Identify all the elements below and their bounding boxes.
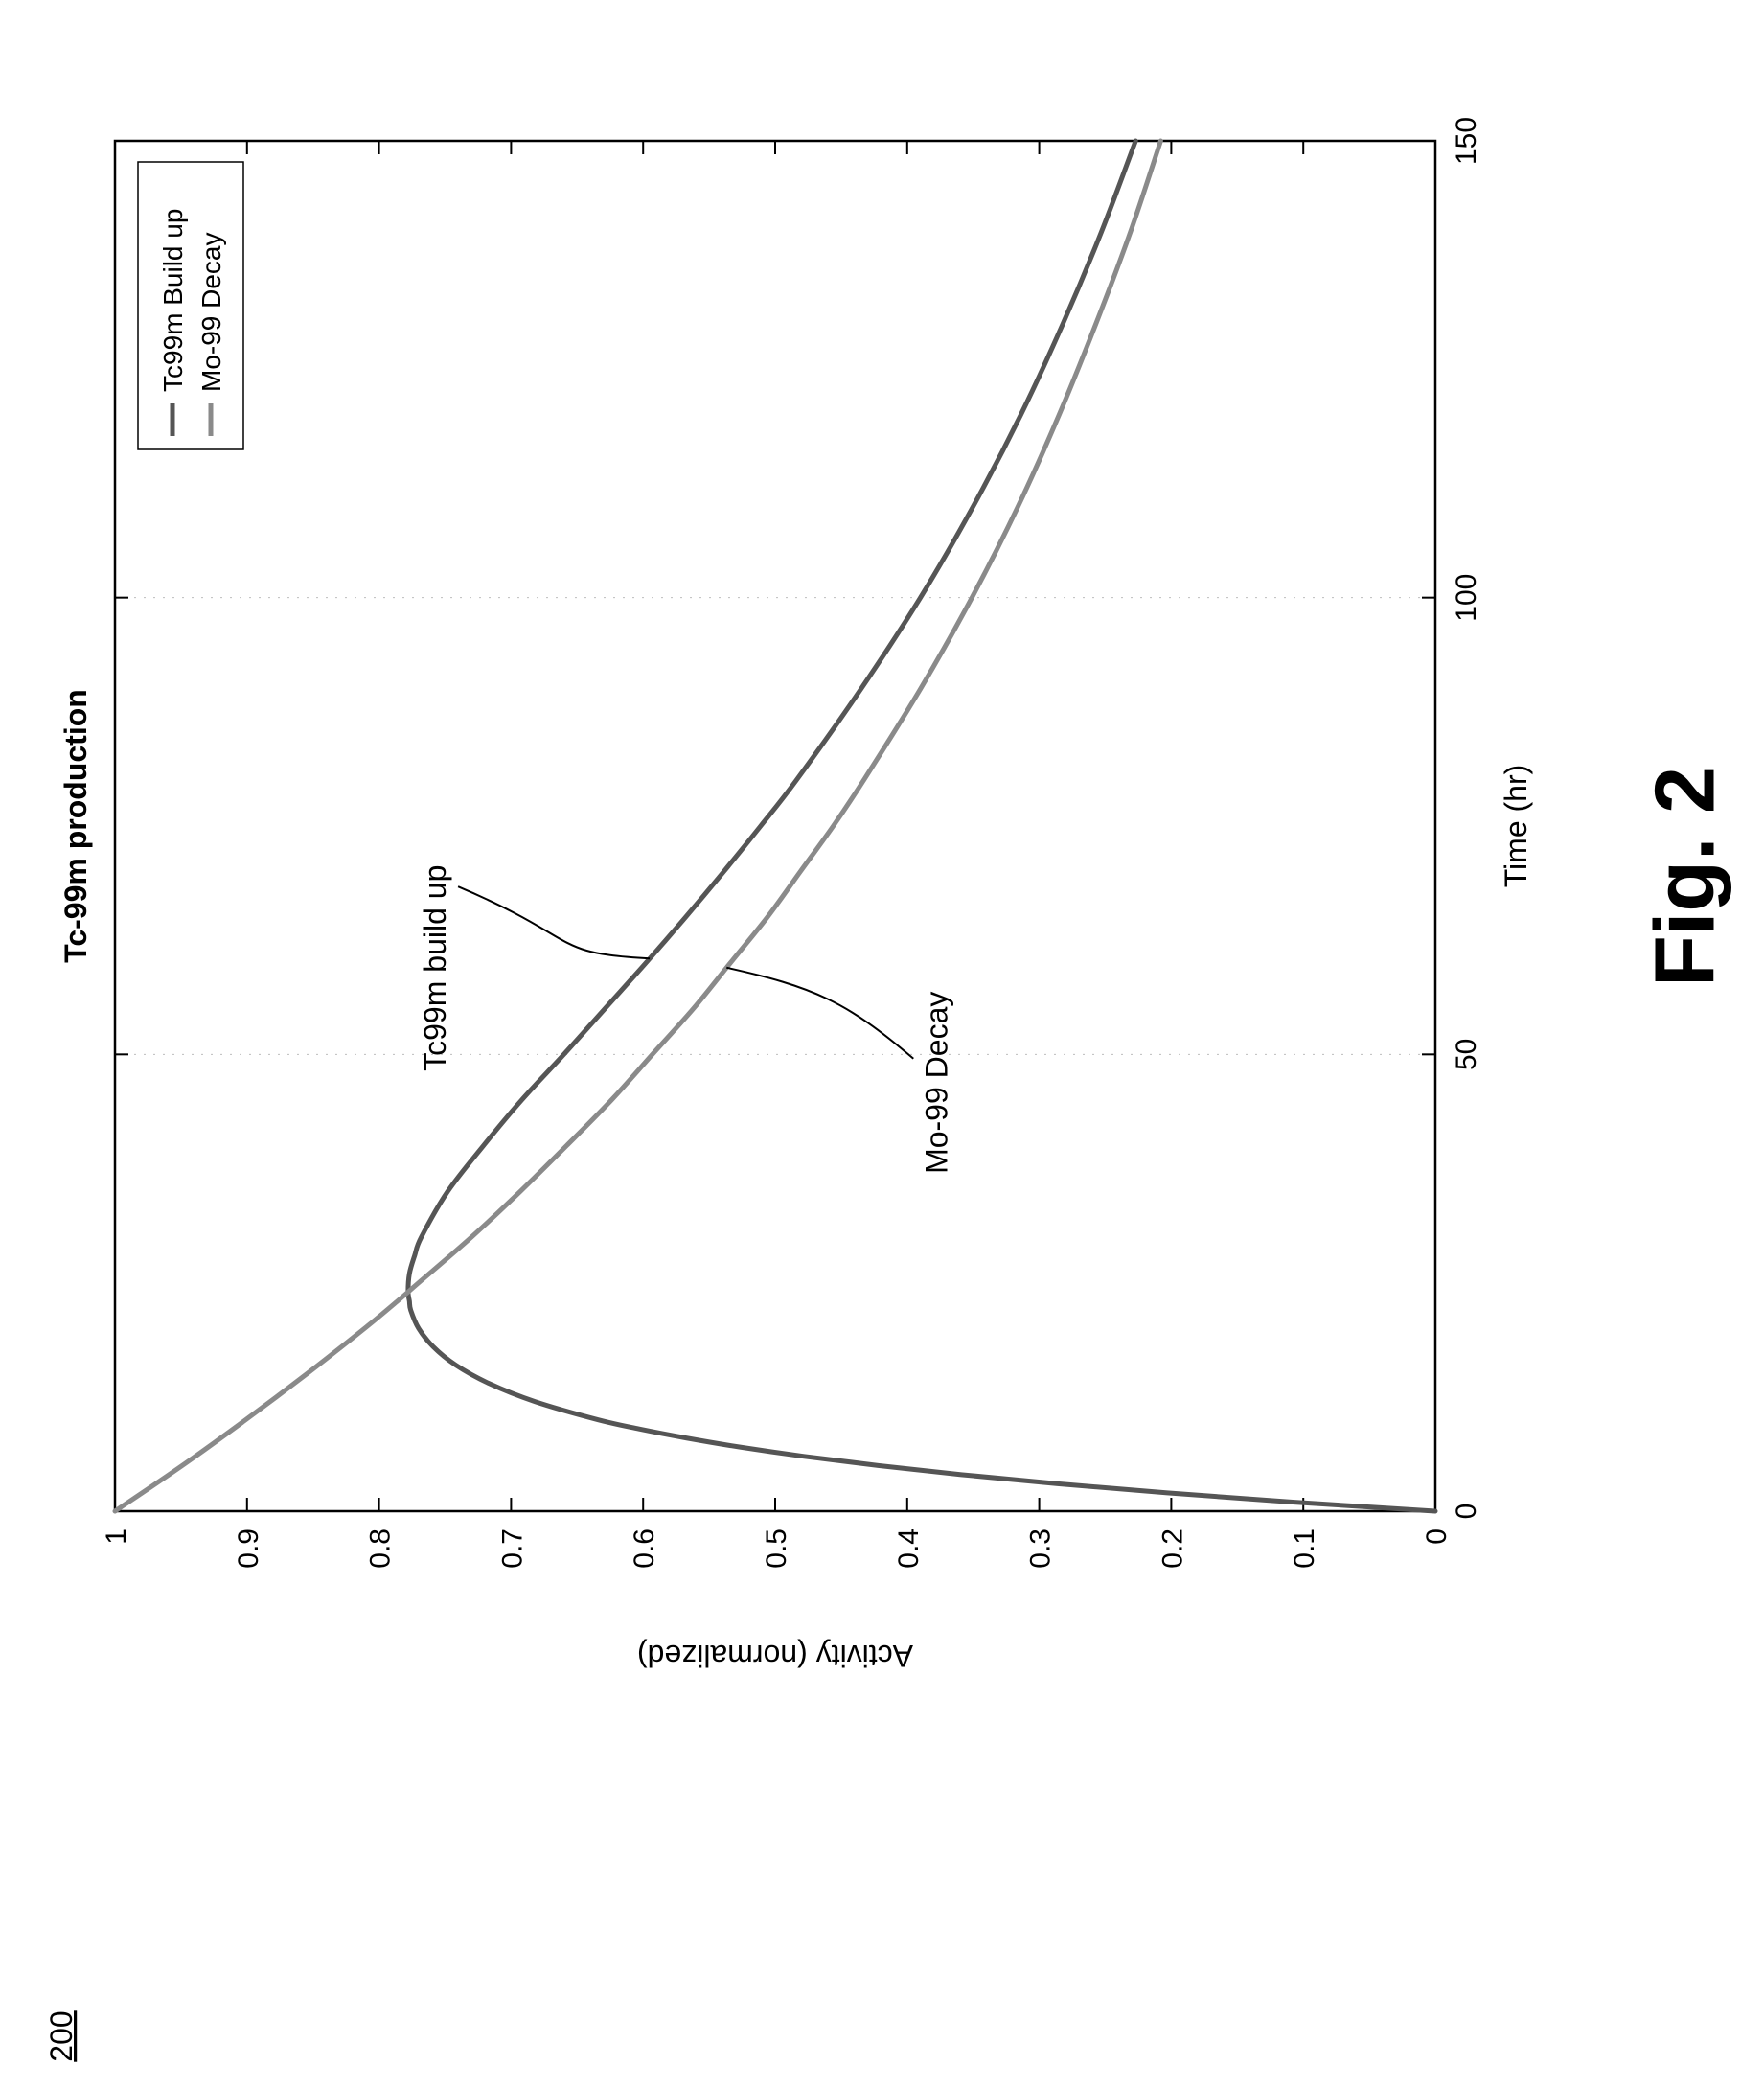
x-axis-label: Time (hr) bbox=[1499, 765, 1533, 888]
x-tick-label: 150 bbox=[1451, 117, 1482, 165]
legend-box bbox=[137, 161, 244, 450]
legend: Tc99m Build up Mo-99 Decay bbox=[137, 161, 244, 450]
y-tick-label: 0.1 bbox=[1289, 1528, 1320, 1569]
y-tick-label: 0.2 bbox=[1157, 1528, 1188, 1569]
legend-entry: Mo-99 Decay bbox=[196, 232, 226, 392]
x-tick-label: 50 bbox=[1451, 1039, 1482, 1070]
series-line-tc99m-build-up bbox=[405, 138, 1438, 1514]
y-tick-label: 0 bbox=[1421, 1528, 1453, 1545]
annotation-tc99m-build-up: Tc99m build up bbox=[418, 865, 452, 1071]
figure-label: Fig. 2 bbox=[1637, 767, 1731, 987]
annotations-layer: Tc99m build up Mo-99 Decay bbox=[418, 865, 953, 1174]
x-tick-label: 100 bbox=[1451, 574, 1482, 622]
y-tick-label: 0.4 bbox=[893, 1528, 925, 1569]
annotation-leader-mo99 bbox=[726, 966, 914, 1060]
axes-frame bbox=[113, 139, 1437, 1513]
chart-title: Tc-99m production bbox=[58, 689, 93, 963]
y-tick-label: 0.7 bbox=[496, 1528, 528, 1569]
series-layer bbox=[112, 138, 1438, 1514]
annotation-leader-tc99m bbox=[457, 885, 651, 960]
y-tick-label: 0.5 bbox=[761, 1528, 792, 1569]
y-axis-label: Activity (normalized) bbox=[637, 1639, 913, 1673]
x-tick-label: 0 bbox=[1451, 1504, 1482, 1520]
y-tick-label: 0.9 bbox=[233, 1528, 264, 1569]
y-tick-label: 0.8 bbox=[365, 1528, 397, 1569]
legend-entry: Tc99m Build up bbox=[158, 209, 188, 392]
y-tick-label: 1 bbox=[101, 1528, 132, 1545]
annotation-mo99-decay: Mo-99 Decay bbox=[919, 992, 953, 1174]
series-line-mo99-decay bbox=[112, 138, 1163, 1514]
grid-layer bbox=[115, 597, 1435, 1055]
y-tick-label: 0.3 bbox=[1025, 1528, 1057, 1569]
ticks-layer: 0 50 100 150 0 0.1 0.2 0.3 0.4 0.5 0.6 0.7 0.8 0.9 1 bbox=[101, 117, 1482, 1569]
chart-rotated-group: 0 50 100 150 0 0.1 0.2 0.3 0.4 0.5 0.6 0.7 0.8 0.9 1 T… bbox=[58, 117, 1533, 1673]
figure-ref-number: 200 bbox=[44, 2010, 79, 2061]
y-tick-label: 0.6 bbox=[629, 1528, 660, 1569]
